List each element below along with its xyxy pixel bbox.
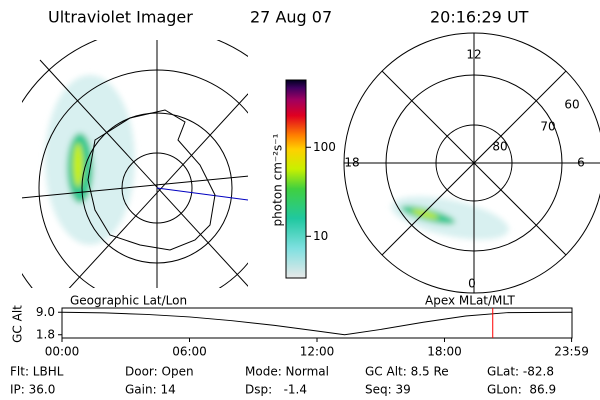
polar-plot [343,32,600,294]
lat-label: 70 [540,120,555,134]
lat-label: 60 [564,98,579,112]
status-field: GC Alt: 8.5 Re [365,365,449,379]
status-field: Seq: 39 [365,383,411,397]
colorbar-label: photon cm⁻²s⁻¹ [271,133,285,226]
colorbar-tick-label: 10 [313,229,328,243]
status-field: GLon: 86.9 [487,383,556,397]
x-tick-label: 06:00 [172,345,207,359]
x-tick-label: 00:00 [45,345,80,359]
status-field: GLat: -82.8 [487,365,554,379]
mlt-label: 0 [468,277,476,291]
mlt-label: 12 [466,48,481,62]
y-tick-label: 9.0 [36,305,55,319]
status-field: Dsp: -1.4 [245,383,307,397]
strip-box [61,307,573,339]
strip-title: Apex MLat/MLT [425,294,515,308]
x-tick-label: 23:59 [554,345,589,359]
altitude-line [61,311,572,336]
colorbar [285,79,307,279]
status-field: IP: 36.0 [10,383,55,397]
date: 27 Aug 07 [250,8,332,27]
axis-label: GC Alt [11,305,25,343]
geo-map [22,40,248,288]
strip-title: Geographic Lat/Lon [70,294,187,308]
lat-label: 80 [492,140,507,154]
status-field: Door: Open [125,365,194,379]
mlt-label: 6 [577,156,585,170]
title: Ultraviolet Imager [48,8,193,27]
status-field: Flt: LBHL [10,365,64,379]
mlt-label: 18 [344,156,359,170]
x-tick-label: 18:00 [427,345,462,359]
y-tick-label: 1.8 [36,327,55,341]
status-field: Gain: 14 [125,383,176,397]
time: 20:16:29 UT [430,8,529,27]
status-field: Mode: Normal [245,365,329,379]
x-tick-label: 12:00 [300,345,335,359]
colorbar-tick-label: 100 [313,140,336,154]
